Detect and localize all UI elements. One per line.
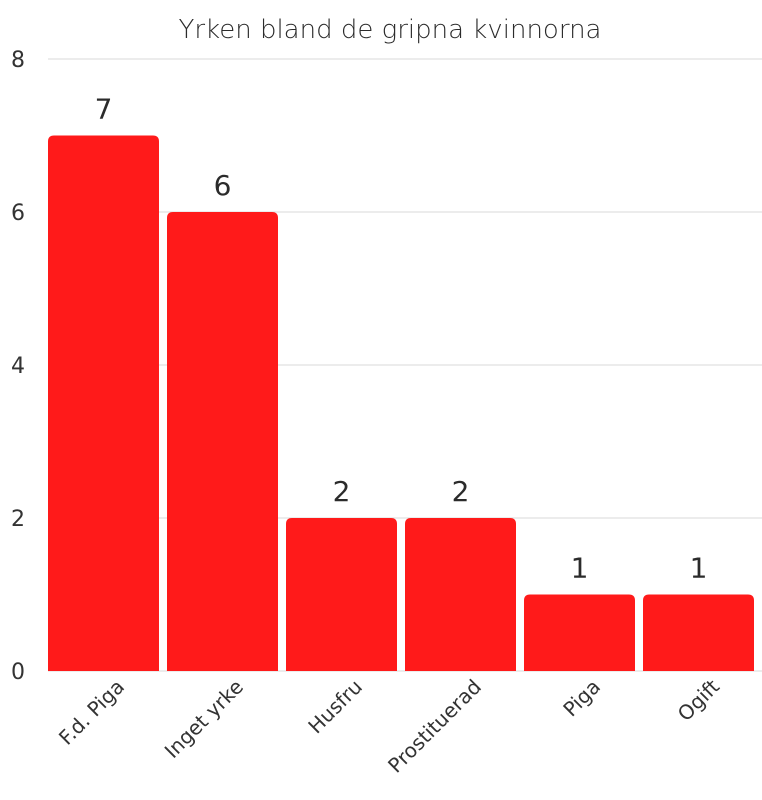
bar — [643, 594, 754, 671]
y-tick-label: 0 — [11, 660, 25, 685]
y-axis-tick-labels: 0 2 4 6 8 — [11, 48, 25, 685]
bar-value-label: 1 — [690, 552, 708, 585]
x-category-label: Husfru — [303, 675, 367, 739]
y-tick-label: 2 — [11, 507, 25, 532]
bar-value-label: 2 — [452, 475, 470, 508]
bar — [405, 518, 516, 671]
x-category-label: Inget yrke — [160, 675, 248, 763]
data-labels: 7 6 2 2 1 1 — [95, 93, 708, 585]
bars — [48, 135, 754, 671]
y-tick-label: 8 — [11, 48, 25, 73]
bar-value-label: 7 — [95, 93, 113, 126]
bar — [167, 212, 278, 671]
x-category-label: Prostituerad — [383, 675, 486, 778]
y-tick-label: 4 — [11, 354, 25, 379]
bar — [524, 594, 635, 671]
bar-value-label: 2 — [333, 475, 351, 508]
x-category-label: Ogift — [673, 674, 724, 725]
bar — [286, 518, 397, 671]
y-tick-label: 6 — [11, 201, 25, 226]
bar — [48, 135, 159, 671]
x-category-label: F.d. Piga — [54, 675, 129, 750]
bar-value-label: 1 — [571, 552, 589, 585]
bar-value-label: 6 — [214, 169, 232, 202]
x-category-label: Piga — [558, 675, 605, 722]
x-axis-category-labels: F.d. Piga Inget yrke Husfru Prostituerad Pig… — [54, 674, 724, 777]
chart-title: Yrken bland de gripna kvinnorna — [179, 15, 602, 45]
